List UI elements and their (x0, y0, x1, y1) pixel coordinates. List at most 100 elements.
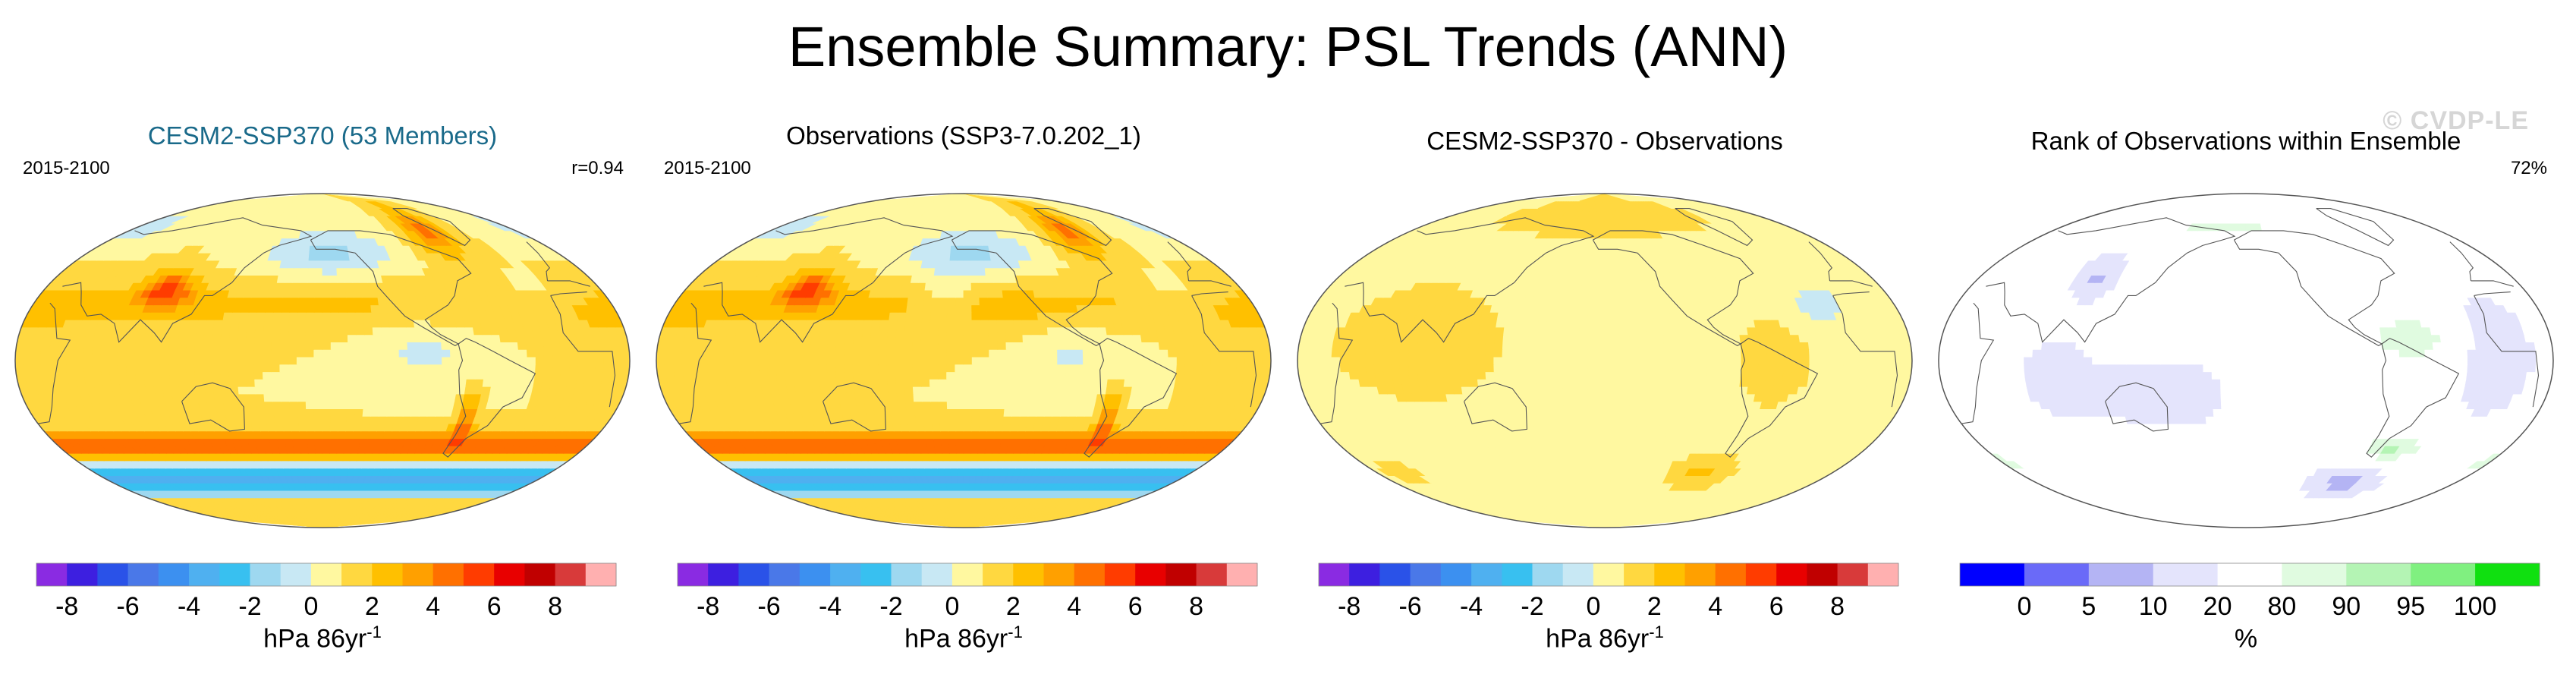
field-cell (724, 364, 734, 373)
coastline (37, 292, 616, 424)
field-cell (373, 364, 383, 373)
field-cell (810, 364, 819, 373)
field-cell (423, 378, 433, 387)
field-cell (465, 378, 476, 387)
field-cell (860, 348, 870, 358)
field-cell (126, 342, 137, 350)
field-cell (508, 378, 518, 387)
field-cell (279, 334, 289, 343)
field-cell (306, 289, 316, 298)
field-cell (305, 342, 315, 350)
field-cell (300, 267, 309, 276)
field-cell (1115, 371, 1126, 380)
field-cell (247, 311, 258, 320)
field-cell (372, 386, 382, 395)
field-cell (903, 364, 914, 373)
field-cell (314, 275, 323, 283)
colorbar-swatch (97, 563, 129, 586)
field-cell (390, 364, 400, 373)
field-cell (576, 342, 587, 350)
field-cell (125, 364, 136, 373)
field-cell (750, 348, 760, 358)
watermark: © CVDP-LE (2383, 106, 2529, 135)
field-cell (205, 393, 215, 402)
field-cell (903, 371, 914, 380)
field-cell (356, 378, 366, 387)
field-cell (423, 334, 433, 343)
field-cell (594, 364, 605, 373)
field-cell (315, 260, 323, 269)
field-cell (338, 311, 348, 320)
colorbar-swatch (432, 563, 464, 586)
field-cell (304, 238, 312, 246)
field-cell (40, 364, 51, 373)
field-cell (370, 408, 380, 417)
field-cell (1106, 378, 1117, 387)
field-cell (1022, 371, 1033, 380)
field-cell (415, 342, 426, 350)
field-cell (300, 445, 309, 454)
field-cell (313, 371, 323, 380)
field-cell (886, 356, 896, 365)
field-cell (490, 334, 502, 343)
field-cell (1157, 378, 1168, 387)
field-cell (878, 378, 889, 387)
colorbar: -8 -6 -4 -2 0 2 4 6 8 (36, 563, 617, 619)
field-cell (1192, 371, 1203, 380)
field-cell (328, 468, 336, 477)
field-cell (160, 342, 171, 350)
field-cell (405, 326, 416, 336)
field-cell (904, 386, 914, 395)
field-cell (560, 348, 571, 358)
field-cell (996, 386, 1007, 395)
field-cell (776, 378, 788, 387)
field-cell (373, 342, 383, 350)
field-cell (382, 356, 392, 365)
field-cell (245, 371, 256, 380)
field-cell (250, 415, 260, 424)
field-cell (322, 378, 332, 387)
field-cell (109, 348, 119, 358)
field-cell (938, 401, 948, 410)
field-cell (322, 348, 332, 358)
field-cell (971, 401, 981, 410)
field-cell (429, 319, 440, 328)
field-cell (464, 326, 475, 336)
field-cell (322, 252, 330, 261)
field-cell (291, 430, 300, 440)
field-cell (963, 490, 970, 499)
field-cell (552, 364, 562, 373)
field-cell (134, 356, 144, 365)
field-cell (211, 356, 221, 365)
field-cell (1088, 386, 1099, 395)
field-cell (347, 319, 357, 328)
field-cell (109, 371, 120, 380)
field-cell (1056, 371, 1067, 380)
field-cell (1046, 386, 1057, 395)
field-cell (322, 386, 332, 395)
field-cell (912, 364, 922, 373)
field-cell (1029, 393, 1040, 402)
field-cell (1062, 393, 1073, 402)
field-cell (958, 505, 964, 513)
field-cell (1028, 401, 1039, 410)
field-cell (263, 319, 273, 328)
field-cell (161, 378, 171, 387)
field-cell (1090, 371, 1101, 380)
field-cell (889, 408, 900, 417)
field-cell (903, 356, 913, 365)
field-cell (335, 460, 344, 469)
field-cell (297, 334, 307, 343)
field-cell (347, 393, 357, 402)
field-cell (387, 311, 398, 320)
field-cell (751, 378, 762, 387)
field-cell (168, 356, 178, 365)
field-cell (283, 282, 293, 291)
field-cell (656, 348, 666, 358)
field-cell (118, 342, 128, 350)
field-cell (307, 275, 316, 283)
field-cell (302, 468, 311, 477)
field-cell (475, 364, 486, 373)
field-cell (83, 342, 94, 350)
field-cell (338, 334, 348, 343)
